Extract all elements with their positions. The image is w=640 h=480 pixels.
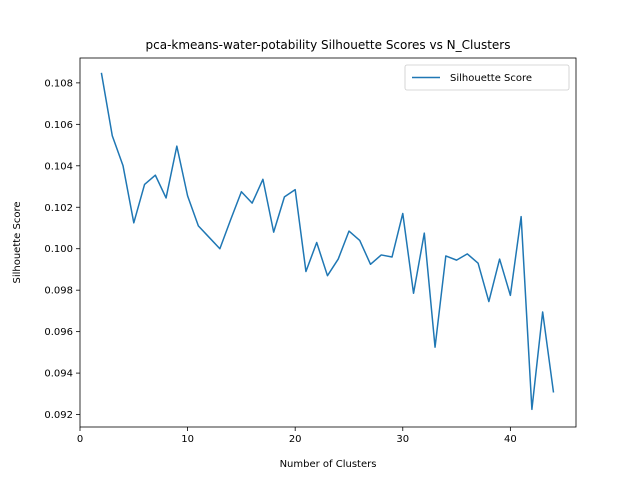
y-tick-label: 0.096 [44,327,73,338]
plot-frame [79,57,577,428]
y-tick-label: 0.100 [44,244,73,255]
series-layer [100,72,555,411]
x-tick-label: 20 [289,434,302,445]
y-axis-ticks: 0.092 0.094 0.096 0.098 0.100 0.102 0.104 0.106… [44,78,80,421]
x-tick-label: 0 [77,434,83,445]
plot-area [80,58,576,427]
chart-title: pca-kmeans-water-potability Silhouette S… [146,38,511,52]
series-line-silhouette-score [100,72,555,411]
legend: Silhouette Score [404,64,570,91]
x-axis-ticks: 0 10 20 30 40 [77,427,517,445]
legend-box [404,64,570,91]
legend-label: Silhouette Score [450,73,532,84]
x-axis-title: Number of Clusters [280,459,377,470]
y-tick-label: 0.094 [44,369,73,380]
x-tick-label: 30 [396,434,409,445]
y-tick-label: 0.104 [44,161,73,172]
y-tick-label: 0.108 [44,78,73,89]
y-tick-label: 0.092 [44,410,73,421]
y-tick-label: 0.102 [44,203,73,214]
y-tick-label: 0.098 [44,286,73,297]
y-axis-title: Silhouette Score [12,201,23,283]
x-tick-label: 10 [181,434,194,445]
x-tick-label: 40 [504,434,517,445]
y-tick-label: 0.106 [44,120,73,131]
